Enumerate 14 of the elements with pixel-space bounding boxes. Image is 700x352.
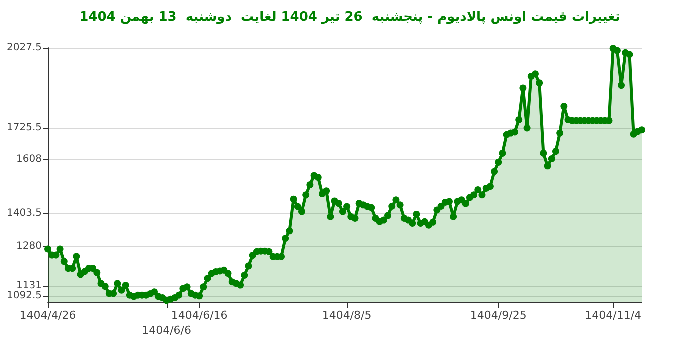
y-tick-label: 1131 [16, 280, 42, 292]
x-tick-label: 1404/11/4 [585, 309, 642, 322]
x-tick-label: 1404/6/6 [142, 324, 192, 337]
x-tick-label: 1404/4/26 [20, 309, 76, 322]
x-tick-label: 1404/8/5 [322, 309, 372, 322]
y-tick-label: 1725.5 [7, 122, 42, 134]
x-tick-label: 1404/9/25 [470, 309, 527, 322]
y-tick-label: 1280 [16, 240, 42, 252]
y-tick-label: 2027.5 [7, 42, 42, 54]
y-tick-label: 1092.5 [7, 290, 42, 302]
y-tick-label: 1403.5 [7, 208, 42, 220]
x-tick-label: 1404/6/16 [171, 309, 228, 322]
chart-title: تغییرات قیمت اونس پالادیوم - پنجشنبه 26 تیر 1404 لغایت دوشنبه 13 بهمن 1404 [80, 10, 620, 25]
y-tick-label: 1608 [16, 154, 42, 165]
